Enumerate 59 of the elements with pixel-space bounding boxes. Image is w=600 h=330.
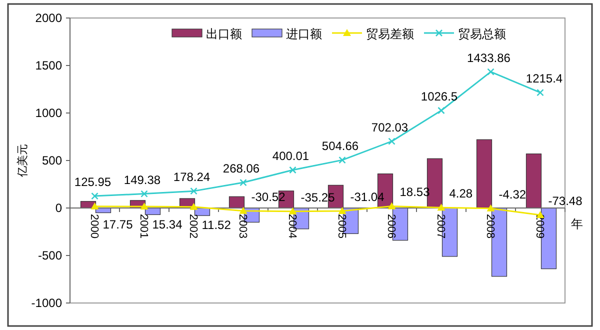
x-tick-label: 2008	[484, 214, 496, 238]
data-label: 702.03	[371, 120, 408, 134]
point	[289, 166, 296, 174]
legend-label: 进口额	[286, 27, 322, 41]
point	[140, 190, 148, 198]
point	[90, 202, 99, 210]
point	[239, 206, 248, 214]
x-axis-title: 年	[571, 217, 583, 231]
y-axis-title: 亿美元	[16, 144, 29, 178]
bar	[476, 139, 492, 208]
point	[338, 206, 346, 214]
y-tick-label: -1000	[31, 296, 62, 310]
x-tick-label: 2006	[384, 214, 397, 238]
x-tick-label: 2003	[236, 214, 248, 238]
data-label: 11.52	[202, 218, 232, 232]
y-tick-label: 0	[55, 201, 62, 215]
data-label: 268.06	[222, 162, 260, 176]
y-tick-label: 500	[42, 154, 62, 168]
x-tick-label: 2001	[137, 214, 150, 238]
data-label: 504.66	[322, 139, 359, 154]
x-tick-label: 2005	[335, 214, 348, 238]
legend-label: 出口额	[206, 27, 242, 41]
point	[487, 68, 494, 76]
data-label: 178.24	[173, 170, 210, 184]
y-tick-label: 2000	[35, 11, 62, 25]
data-label: 149.38	[124, 172, 161, 187]
data-label: -4.32	[498, 187, 526, 202]
point	[288, 207, 297, 214]
x-tick-label: 2007	[434, 214, 446, 238]
point	[338, 156, 346, 164]
point	[388, 202, 396, 210]
point	[437, 204, 446, 211]
data-label: 15.34	[152, 218, 183, 232]
point	[486, 204, 495, 212]
point	[240, 178, 247, 186]
data-label: 1433.86	[467, 50, 511, 65]
x-tick-label: 2000	[88, 214, 100, 238]
legend-label: 贸易差额	[366, 27, 414, 41]
bar	[228, 196, 245, 208]
data-label: 4.28	[449, 186, 473, 201]
point	[190, 187, 198, 195]
data-label: 1215.4	[526, 72, 563, 86]
x-tick-label: 2002	[186, 214, 199, 238]
point	[438, 106, 445, 114]
point	[388, 138, 396, 145]
y-tick-label: 1500	[35, 58, 62, 72]
y-tick-label: -500	[38, 248, 62, 262]
data-label: -73.48	[548, 194, 583, 208]
x-tick-label: 2004	[286, 214, 298, 238]
y-tick-label: 1000	[35, 106, 62, 120]
point	[91, 192, 98, 200]
data-label: 17.75	[102, 217, 134, 232]
legend-label: 贸易总额	[458, 27, 506, 41]
point	[140, 202, 148, 210]
data-label: 400.01	[272, 149, 310, 163]
data-label: 125.95	[74, 175, 112, 190]
point	[190, 202, 198, 210]
data-label: 1026.5	[420, 89, 458, 104]
point	[536, 88, 544, 96]
